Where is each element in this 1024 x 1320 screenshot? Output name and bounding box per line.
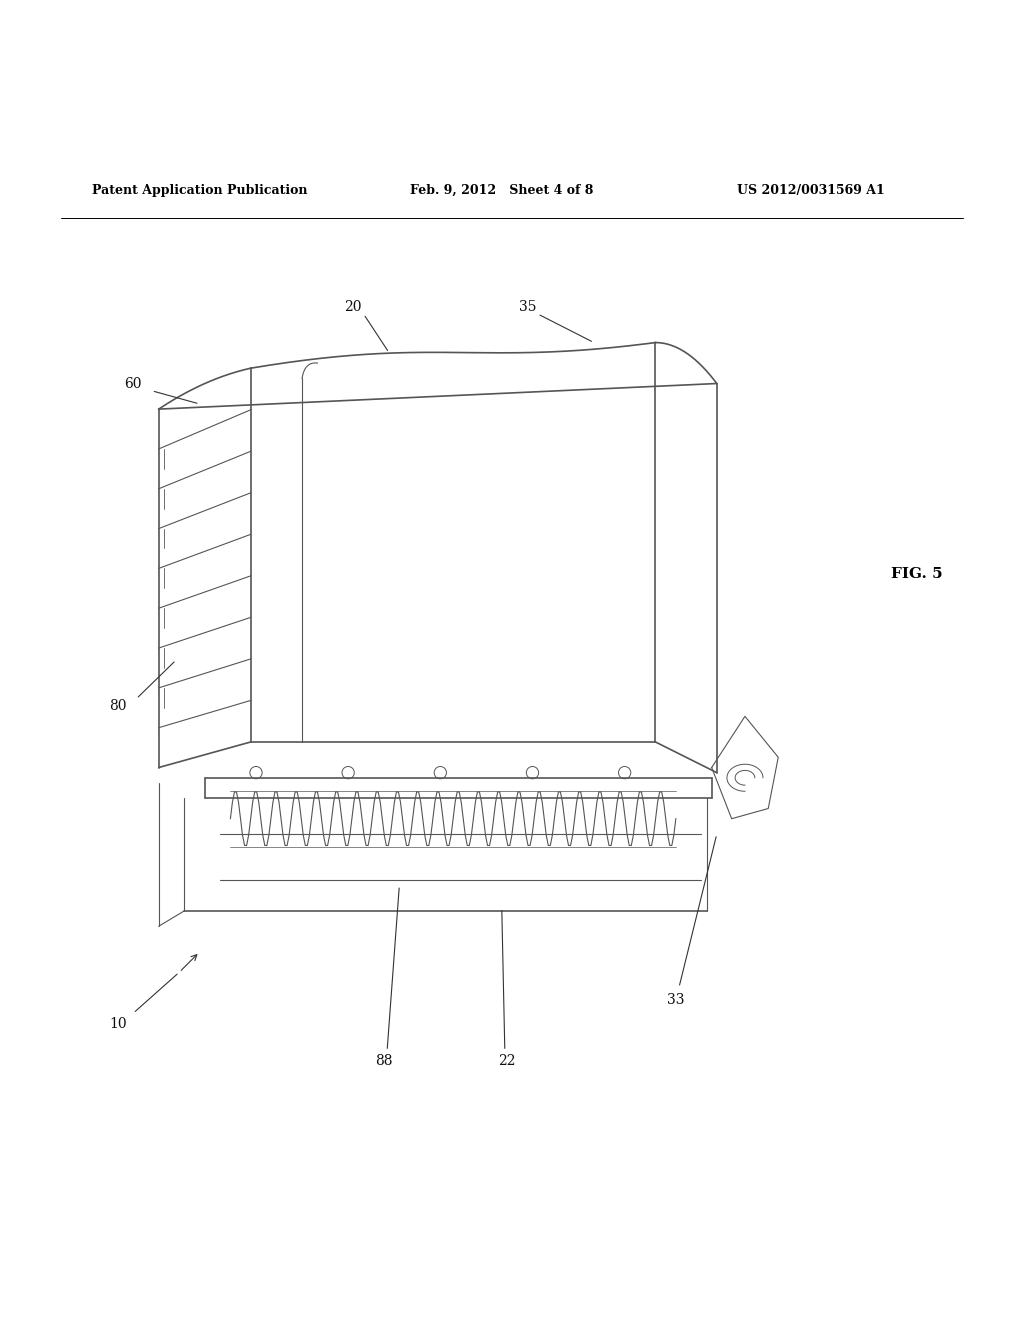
Text: 20: 20: [344, 300, 362, 314]
Text: 10: 10: [109, 1016, 127, 1031]
Text: 88: 88: [375, 1055, 393, 1068]
Text: 80: 80: [109, 700, 127, 713]
Text: Feb. 9, 2012   Sheet 4 of 8: Feb. 9, 2012 Sheet 4 of 8: [410, 183, 593, 197]
Text: 22: 22: [498, 1055, 516, 1068]
Text: 35: 35: [518, 300, 537, 314]
Text: US 2012/0031569 A1: US 2012/0031569 A1: [737, 183, 885, 197]
Text: FIG. 5: FIG. 5: [891, 568, 942, 581]
Text: 60: 60: [124, 376, 142, 391]
Text: 33: 33: [667, 993, 685, 1007]
Text: Patent Application Publication: Patent Application Publication: [92, 183, 307, 197]
